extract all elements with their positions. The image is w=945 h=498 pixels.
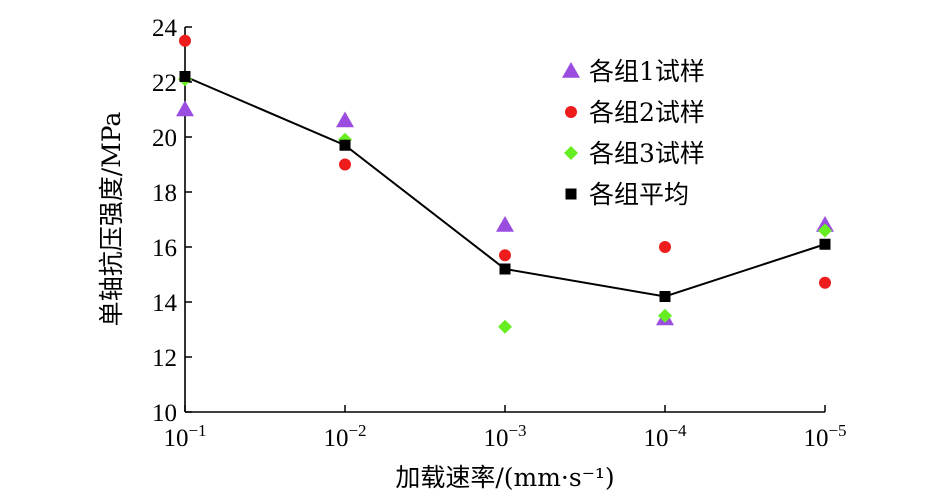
y-axis-ticks: 10 12 14 16 18 20 22 24 — [152, 15, 192, 427]
legend-label-4: 各组平均 — [589, 180, 689, 209]
y-tick-label: 18 — [152, 180, 177, 207]
point-series1-2 — [336, 111, 354, 128]
point-series2-2 — [339, 158, 351, 171]
x-axis-title: 加载速率/(mm·s⁻¹) — [395, 463, 614, 492]
x-tick-label: 10−2 — [323, 421, 366, 452]
x-axis-ticks: 10−1 10−2 10−3 10−4 10−5 — [163, 405, 847, 452]
legend-marker-1 — [562, 62, 580, 78]
x-tick-label: 10−5 — [803, 421, 846, 452]
legend-label-2: 各组2试样 — [589, 98, 705, 127]
point-series4-3 — [499, 263, 511, 275]
point-series4-2 — [339, 139, 351, 151]
y-tick-label: 10 — [152, 400, 177, 427]
point-series2-4 — [659, 241, 671, 253]
legend-label-1: 各组1试样 — [589, 57, 705, 86]
legend-marker-3 — [564, 146, 578, 160]
y-tick-label: 20 — [152, 125, 177, 152]
legend-marker-2 — [565, 106, 577, 118]
y-tick-label: 14 — [152, 290, 178, 317]
x-tick-label: 10−3 — [483, 421, 526, 452]
point-series4-4 — [659, 291, 671, 302]
point-series2-5 — [819, 276, 831, 289]
x-tick-label: 10−1 — [163, 421, 206, 452]
y-tick-label: 16 — [152, 235, 177, 262]
x-tick-label: 10−4 — [643, 421, 687, 452]
legend-marker-4 — [565, 188, 577, 200]
data-points — [176, 34, 834, 334]
y-tick-label: 22 — [152, 70, 177, 97]
point-series3-4 — [658, 308, 672, 323]
y-tick-label: 24 — [152, 15, 178, 42]
point-series1-3 — [496, 216, 514, 232]
y-tick-label: 12 — [152, 345, 177, 372]
point-series3-3 — [498, 319, 512, 334]
y-axis-title: 单轴抗压强度/MPa — [97, 112, 126, 327]
point-series1-1 — [176, 100, 194, 117]
point-series4-1 — [179, 71, 191, 82]
point-series4-5 — [819, 238, 831, 250]
point-series3-5 — [818, 223, 832, 238]
legend-label-3: 各组3试样 — [589, 139, 705, 168]
point-series2-3 — [499, 249, 511, 262]
point-series2-1 — [179, 34, 191, 47]
